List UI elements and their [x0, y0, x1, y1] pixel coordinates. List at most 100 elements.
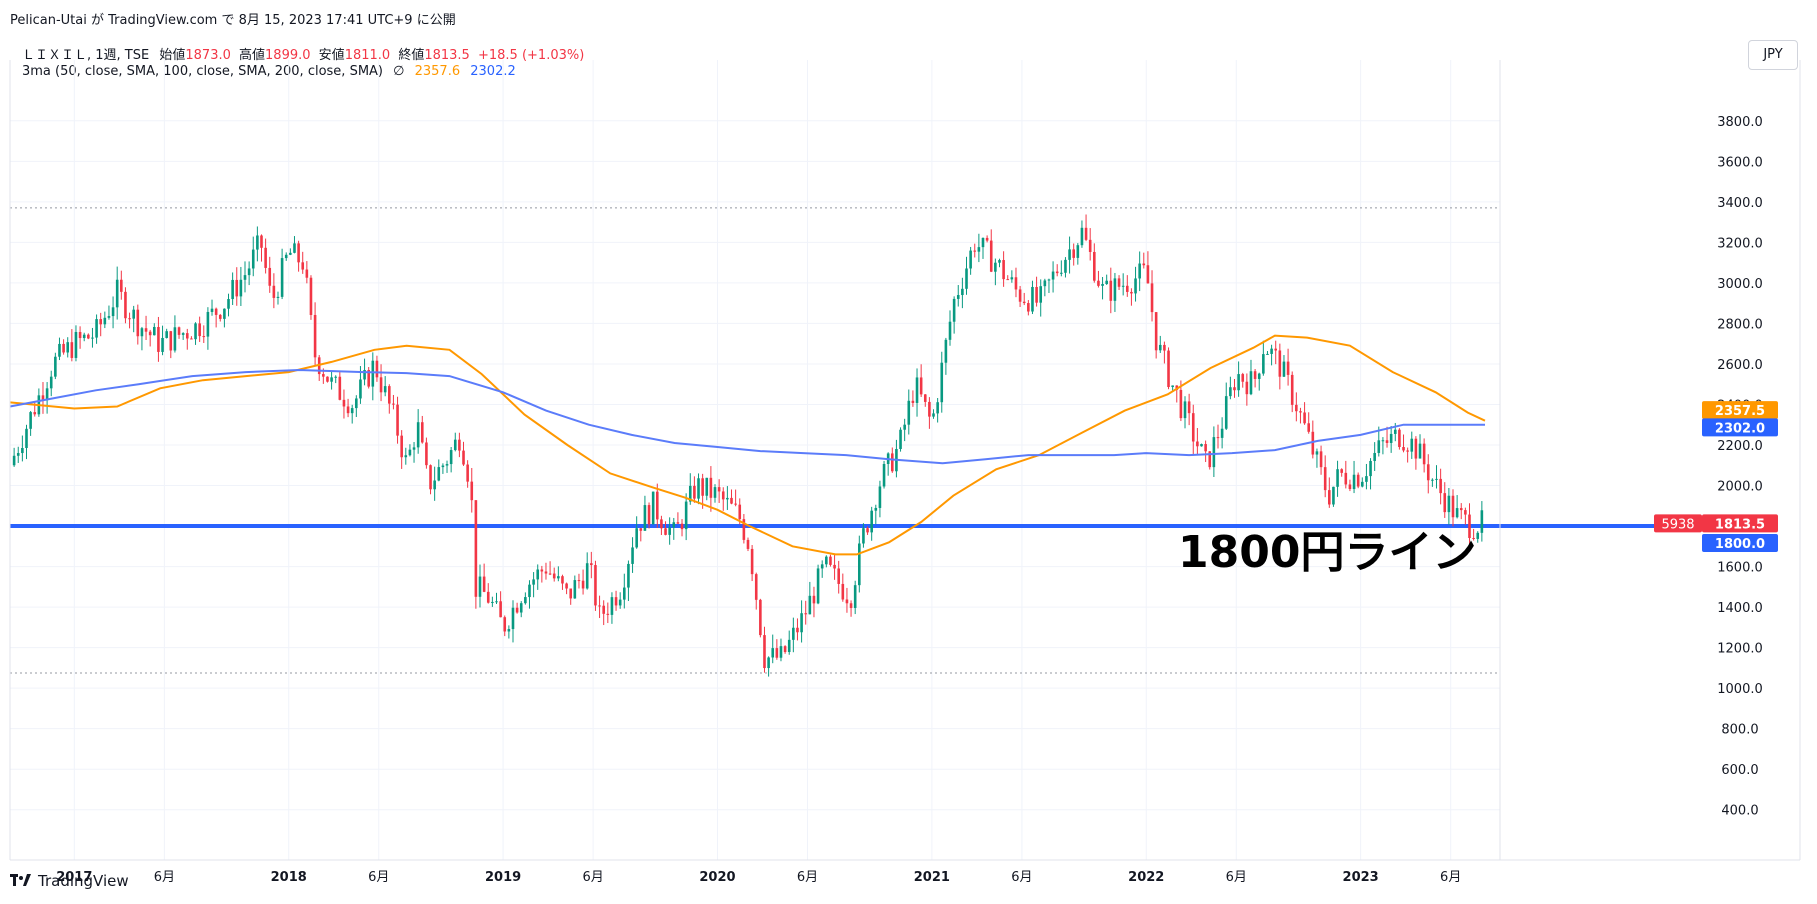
currency-button[interactable]: JPY: [1748, 40, 1798, 70]
candle-body: [350, 408, 354, 414]
candle-body: [466, 464, 469, 482]
price-label: 1800.0: [1715, 537, 1765, 552]
candle-body: [627, 563, 630, 588]
candle-body: [911, 400, 915, 403]
candle-body: [429, 465, 432, 490]
y-tick-label: 1600.0: [1717, 561, 1763, 576]
candle-body: [87, 334, 90, 339]
candle-body: [565, 583, 568, 589]
candle-body: [416, 422, 420, 448]
candle-body: [1464, 510, 1467, 515]
candle-body: [631, 547, 634, 564]
candle-body: [540, 569, 544, 572]
candle-body: [1377, 440, 1381, 453]
candle-body: [210, 308, 214, 312]
candle-body: [771, 648, 775, 658]
candle-body: [305, 269, 309, 278]
candle-body: [16, 453, 20, 456]
candle-body: [1208, 451, 1212, 468]
open-value: 1873.0: [185, 48, 231, 63]
candle-body: [956, 295, 960, 299]
candle-body: [1257, 373, 1261, 379]
candle-body: [231, 279, 234, 300]
candle-body: [590, 563, 593, 566]
indicator-name[interactable]: 3ma (50, close, SMA, 100, close, SMA, 20…: [22, 64, 383, 79]
candle-body: [214, 308, 218, 315]
candle-body: [1121, 285, 1125, 287]
candle-body: [223, 308, 226, 319]
candle-body: [825, 556, 828, 565]
candle-body: [808, 595, 812, 615]
candle-body: [1022, 301, 1026, 304]
axes: 400.0 600.0 800.0 1000.0 1200.0 1400.0 1600.0 2…: [9, 60, 1801, 885]
candle-body: [293, 243, 296, 253]
candle-body: [1204, 444, 1207, 452]
candle-body: [820, 564, 824, 569]
price-label-bg: [1702, 401, 1778, 420]
candle-body: [1142, 263, 1146, 266]
y-tick-label: 2200.0: [1717, 439, 1763, 454]
candle-body: [1459, 508, 1463, 511]
candle-body: [1076, 245, 1080, 258]
candle-body: [1200, 444, 1203, 447]
indicator-legend: 3ma (50, close, SMA, 100, close, SMA, 20…: [22, 64, 516, 79]
candle-body: [1196, 441, 1199, 447]
candle-body: [602, 605, 605, 614]
candle-body: [890, 453, 894, 472]
candle-body: [297, 243, 300, 263]
candle-body: [140, 328, 144, 337]
candle-body: [338, 376, 342, 400]
candle-body: [161, 337, 164, 352]
candle-body: [1385, 440, 1389, 443]
hidden-icon[interactable]: ∅: [393, 64, 405, 79]
y-tick-label: 2000.0: [1717, 480, 1763, 495]
candle-body: [598, 605, 601, 607]
candle-body: [115, 279, 119, 308]
candle-body: [1241, 374, 1245, 382]
candle-body: [1212, 437, 1216, 468]
candle-body: [272, 285, 276, 298]
candle-body: [907, 400, 911, 425]
candle-body: [1154, 312, 1158, 351]
tradingview-brand[interactable]: TradingView: [10, 872, 129, 890]
candle-body: [1253, 371, 1257, 379]
candle-body: [569, 588, 573, 599]
y-tick-label: 3600.0: [1717, 155, 1763, 170]
candle-body: [919, 377, 923, 395]
candle-body: [25, 428, 28, 448]
y-tick-label: 600.0: [1721, 763, 1758, 778]
x-tick-label: 2020: [699, 870, 735, 885]
candle-body: [726, 497, 729, 500]
candle-body: [346, 406, 350, 414]
annotation-1800-line: 1800円ライン: [1178, 527, 1476, 578]
candle-body: [870, 510, 873, 533]
candle-body: [515, 607, 519, 613]
symbol-name[interactable]: ＬＩＸＩＬ, 1週, TSE: [22, 48, 150, 63]
low-value: 1811.0: [344, 48, 391, 63]
candle-body: [359, 379, 362, 399]
candle-body: [1179, 389, 1183, 419]
change-value: +18.5 (+1.03%): [477, 48, 585, 63]
candle-body: [264, 247, 267, 268]
candle-body: [1426, 464, 1430, 481]
candle-body: [251, 249, 255, 269]
candle-body: [1158, 344, 1162, 351]
x-tick-label: 2018: [271, 870, 307, 885]
candle-body: [1344, 472, 1348, 485]
candle-body: [243, 275, 247, 280]
candle-body: [1105, 280, 1108, 284]
y-tick-label: 3400.0: [1717, 196, 1763, 211]
candle-body: [573, 580, 577, 599]
candle-body: [1299, 411, 1302, 413]
candle-body: [103, 317, 107, 325]
candle-body: [1447, 495, 1451, 513]
candle-body: [301, 262, 305, 270]
candle-body: [383, 386, 387, 393]
candle-body: [1439, 478, 1442, 494]
candle-body: [693, 485, 696, 499]
candle-body: [177, 327, 181, 335]
candle-body: [330, 377, 333, 382]
candle-body: [985, 237, 989, 241]
candle-body: [948, 321, 952, 340]
